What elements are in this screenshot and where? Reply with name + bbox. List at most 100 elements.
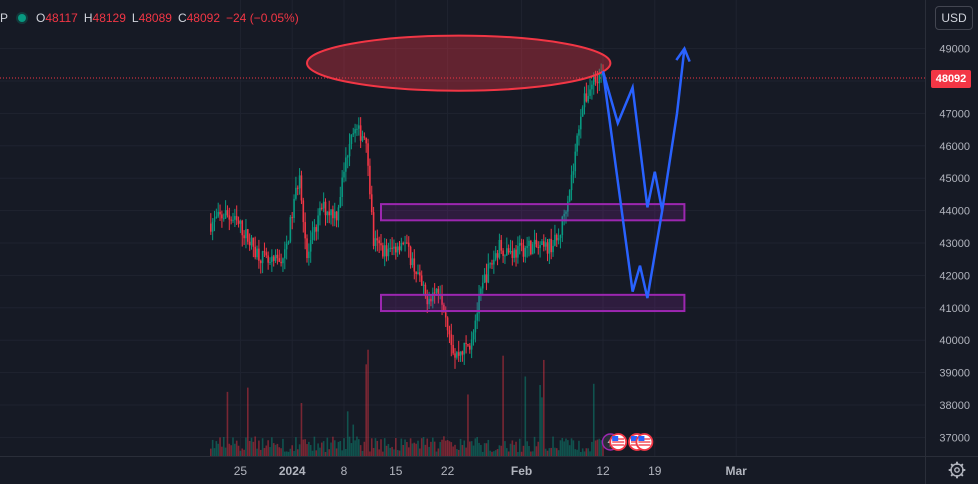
volume-bar bbox=[302, 439, 305, 456]
volume-bar bbox=[594, 440, 597, 456]
candle-body bbox=[298, 175, 301, 189]
candle-body bbox=[406, 242, 408, 244]
candle-body bbox=[289, 217, 292, 242]
volume-bar bbox=[533, 436, 536, 456]
volume-bar bbox=[504, 441, 506, 456]
candle-body bbox=[217, 211, 219, 217]
change-value: −24 (−0.05%) bbox=[226, 11, 299, 25]
volume-bar bbox=[241, 448, 244, 456]
candle-body bbox=[511, 250, 514, 258]
support-zone-upper[interactable] bbox=[380, 203, 686, 222]
time-tick-label: 2024 bbox=[279, 464, 306, 478]
price-axis[interactable]: 37000 38000 39000 40000 41000 42000 43000 44000… bbox=[939, 44, 970, 445]
volume-bar bbox=[289, 448, 292, 456]
candle-body bbox=[284, 249, 286, 259]
volume-bar bbox=[389, 447, 392, 456]
volume-bar bbox=[315, 450, 318, 456]
volume-bar bbox=[317, 443, 319, 456]
candle-body bbox=[506, 248, 508, 256]
candle-body bbox=[235, 216, 238, 221]
candle-body bbox=[309, 240, 312, 252]
candle-body bbox=[304, 222, 306, 239]
candle-body bbox=[269, 262, 271, 264]
volume-bar bbox=[485, 443, 488, 456]
currency-button[interactable]: USD bbox=[935, 6, 973, 30]
volume-bar bbox=[469, 441, 471, 456]
candle-body bbox=[389, 247, 392, 249]
price-tick-label: 40000 bbox=[939, 335, 970, 347]
candle-body bbox=[328, 211, 330, 216]
volume-bar bbox=[448, 441, 451, 456]
volume-bar bbox=[293, 451, 295, 456]
volume-bar bbox=[354, 440, 356, 456]
volume-bar bbox=[328, 449, 330, 456]
volume-bar bbox=[254, 436, 256, 456]
volume-bar bbox=[400, 438, 403, 456]
symbol-label[interactable]: P bbox=[0, 11, 9, 25]
volume-bar bbox=[380, 439, 382, 456]
volume-bar bbox=[472, 445, 475, 456]
candle-body bbox=[237, 220, 240, 224]
volume-bar bbox=[306, 444, 308, 456]
volume-bar bbox=[271, 437, 273, 456]
volume-bar bbox=[559, 440, 562, 456]
gear-icon[interactable] bbox=[948, 461, 966, 479]
volume-bar bbox=[267, 440, 269, 456]
volume-bar bbox=[522, 445, 525, 456]
volume-bar bbox=[304, 439, 306, 456]
candle-body bbox=[358, 125, 360, 129]
candle-body bbox=[555, 234, 558, 241]
volume-bar bbox=[248, 440, 251, 456]
volume-bar bbox=[385, 445, 388, 456]
candle-body bbox=[374, 238, 377, 246]
volume-bar bbox=[276, 443, 279, 456]
resistance-ellipse[interactable] bbox=[306, 34, 612, 92]
candle-body bbox=[361, 136, 364, 141]
candle-body bbox=[300, 175, 303, 201]
volume-bar bbox=[217, 443, 219, 456]
volume-bar bbox=[234, 443, 236, 456]
volume-bar bbox=[370, 438, 373, 456]
projection-path-b[interactable] bbox=[601, 48, 686, 299]
candle-body bbox=[210, 223, 212, 232]
volume-bar bbox=[383, 438, 386, 456]
candle-body bbox=[213, 218, 216, 222]
volume-bar bbox=[600, 440, 602, 456]
volume-bar bbox=[428, 446, 430, 456]
volume-bar bbox=[493, 451, 495, 456]
candle-body bbox=[385, 245, 388, 257]
event-markers[interactable] bbox=[601, 433, 654, 451]
volume-bar bbox=[356, 436, 358, 456]
volume-bar bbox=[409, 438, 412, 456]
candle-body bbox=[317, 215, 319, 232]
candle-body bbox=[594, 76, 597, 82]
time-axis[interactable]: 25 2024 8 15 22 Feb 12 19 Mar bbox=[234, 464, 747, 478]
time-tick-label: 8 bbox=[341, 464, 348, 478]
projection-arrowhead bbox=[675, 46, 691, 63]
candle-body bbox=[598, 74, 601, 84]
candle-body bbox=[518, 242, 521, 247]
us-flag-icon[interactable] bbox=[635, 433, 654, 451]
candle-body bbox=[324, 201, 327, 216]
volume-bar bbox=[243, 449, 245, 456]
candle-body bbox=[528, 240, 530, 247]
candle-body bbox=[461, 351, 464, 355]
volume-bar bbox=[352, 424, 355, 456]
candle-body bbox=[541, 241, 543, 246]
volume-bar bbox=[215, 441, 218, 456]
open-label: O bbox=[36, 11, 46, 25]
volume-bar bbox=[517, 451, 519, 456]
projection-path-a[interactable] bbox=[601, 70, 664, 211]
candle-body bbox=[548, 238, 551, 254]
us-flag-icon[interactable] bbox=[609, 433, 628, 451]
candle-body bbox=[469, 345, 471, 350]
candle-body bbox=[561, 216, 564, 236]
volume-bar bbox=[535, 446, 538, 456]
support-zone-lower[interactable] bbox=[380, 293, 686, 313]
candle-body bbox=[513, 249, 515, 258]
volume-bar bbox=[580, 451, 582, 456]
volume-bar bbox=[250, 437, 253, 456]
price-tick-label: 37000 bbox=[939, 432, 970, 444]
